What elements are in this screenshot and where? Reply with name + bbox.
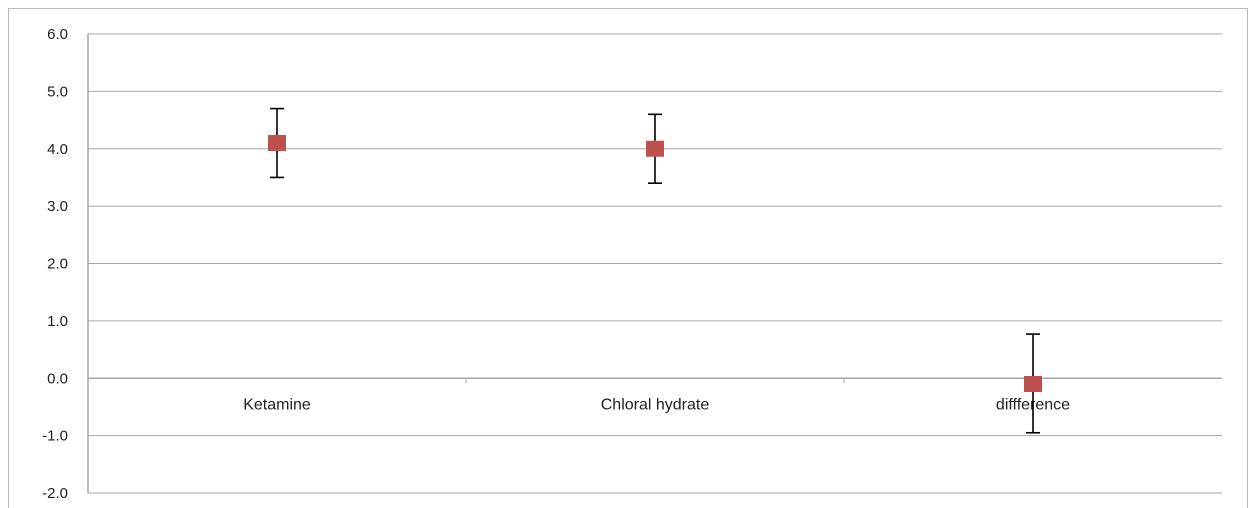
labels: 6.0 5.0 4.0 3.0 2.0 1.0 0.0 -1.0 -2.0 Ketamine Chl… — [42, 26, 1070, 502]
chart-frame — [8, 8, 1248, 508]
y-tick-label: -2.0 — [42, 485, 68, 502]
data-point-marker — [1024, 375, 1042, 392]
gridlines — [88, 33, 1222, 494]
y-tick-label: 1.0 — [47, 313, 68, 330]
x-category-label: Chloral hydrate — [601, 396, 710, 413]
data-point-marker — [268, 135, 286, 152]
y-tick-label: 6.0 — [47, 26, 68, 43]
data-point-marker — [646, 140, 664, 157]
y-tick-label: 2.0 — [47, 256, 68, 273]
data-points — [268, 107, 1042, 434]
y-tick-label: 3.0 — [47, 198, 68, 215]
y-tick-label: 5.0 — [47, 83, 68, 100]
x-category-label: Ketamine — [243, 396, 311, 413]
y-tick-label: -1.0 — [42, 428, 68, 445]
y-tick-label: 4.0 — [47, 141, 68, 158]
y-tick-label: 0.0 — [47, 370, 68, 387]
